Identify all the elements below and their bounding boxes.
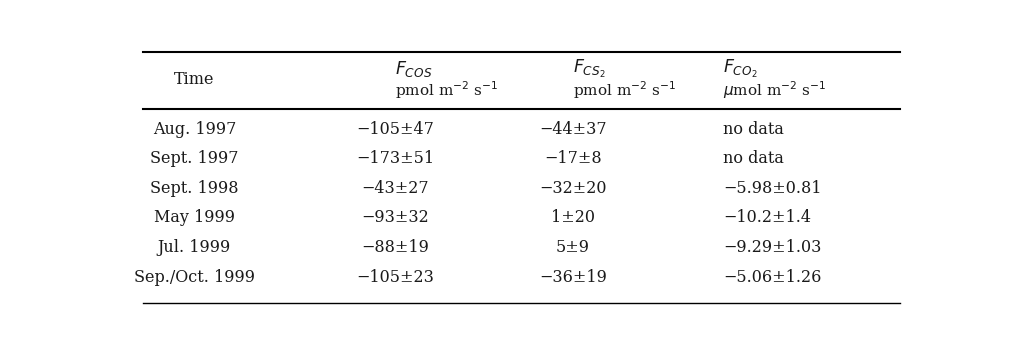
- Text: no data: no data: [723, 120, 784, 138]
- Text: −36±19: −36±19: [540, 269, 607, 286]
- Text: May 1999: May 1999: [154, 209, 235, 226]
- Text: −5.98±0.81: −5.98±0.81: [723, 179, 822, 197]
- Text: −17±8: −17±8: [545, 150, 602, 167]
- Text: 5±9: 5±9: [556, 239, 590, 256]
- Text: −10.2±1.4: −10.2±1.4: [723, 209, 811, 226]
- Text: Sep./Oct. 1999: Sep./Oct. 1999: [133, 269, 254, 286]
- Text: −9.29±1.03: −9.29±1.03: [723, 239, 822, 256]
- Text: $F_{COS}$: $F_{COS}$: [395, 59, 433, 79]
- Text: −105±47: −105±47: [356, 120, 435, 138]
- Text: Jul. 1999: Jul. 1999: [158, 239, 231, 256]
- Text: $F_{CO_2}$: $F_{CO_2}$: [723, 58, 757, 80]
- Text: −43±27: −43±27: [361, 179, 430, 197]
- Text: Sept. 1998: Sept. 1998: [150, 179, 238, 197]
- Text: Time: Time: [174, 71, 215, 88]
- Text: $F_{CS_2}$: $F_{CS_2}$: [573, 58, 606, 80]
- Text: −93±32: −93±32: [361, 209, 430, 226]
- Text: −88±19: −88±19: [361, 239, 430, 256]
- Text: $\mu$mol m$^{-2}$ s$^{-1}$: $\mu$mol m$^{-2}$ s$^{-1}$: [723, 80, 827, 101]
- Text: Sept. 1997: Sept. 1997: [150, 150, 238, 167]
- Text: pmol m$^{-2}$ s$^{-1}$: pmol m$^{-2}$ s$^{-1}$: [573, 80, 676, 101]
- Text: −5.06±1.26: −5.06±1.26: [723, 269, 822, 286]
- Text: −32±20: −32±20: [540, 179, 607, 197]
- Text: −105±23: −105±23: [356, 269, 435, 286]
- Text: pmol m$^{-2}$ s$^{-1}$: pmol m$^{-2}$ s$^{-1}$: [395, 80, 499, 101]
- Text: −44±37: −44±37: [540, 120, 607, 138]
- Text: 1±20: 1±20: [551, 209, 595, 226]
- Text: −173±51: −173±51: [356, 150, 435, 167]
- Text: Aug. 1997: Aug. 1997: [153, 120, 236, 138]
- Text: no data: no data: [723, 150, 784, 167]
